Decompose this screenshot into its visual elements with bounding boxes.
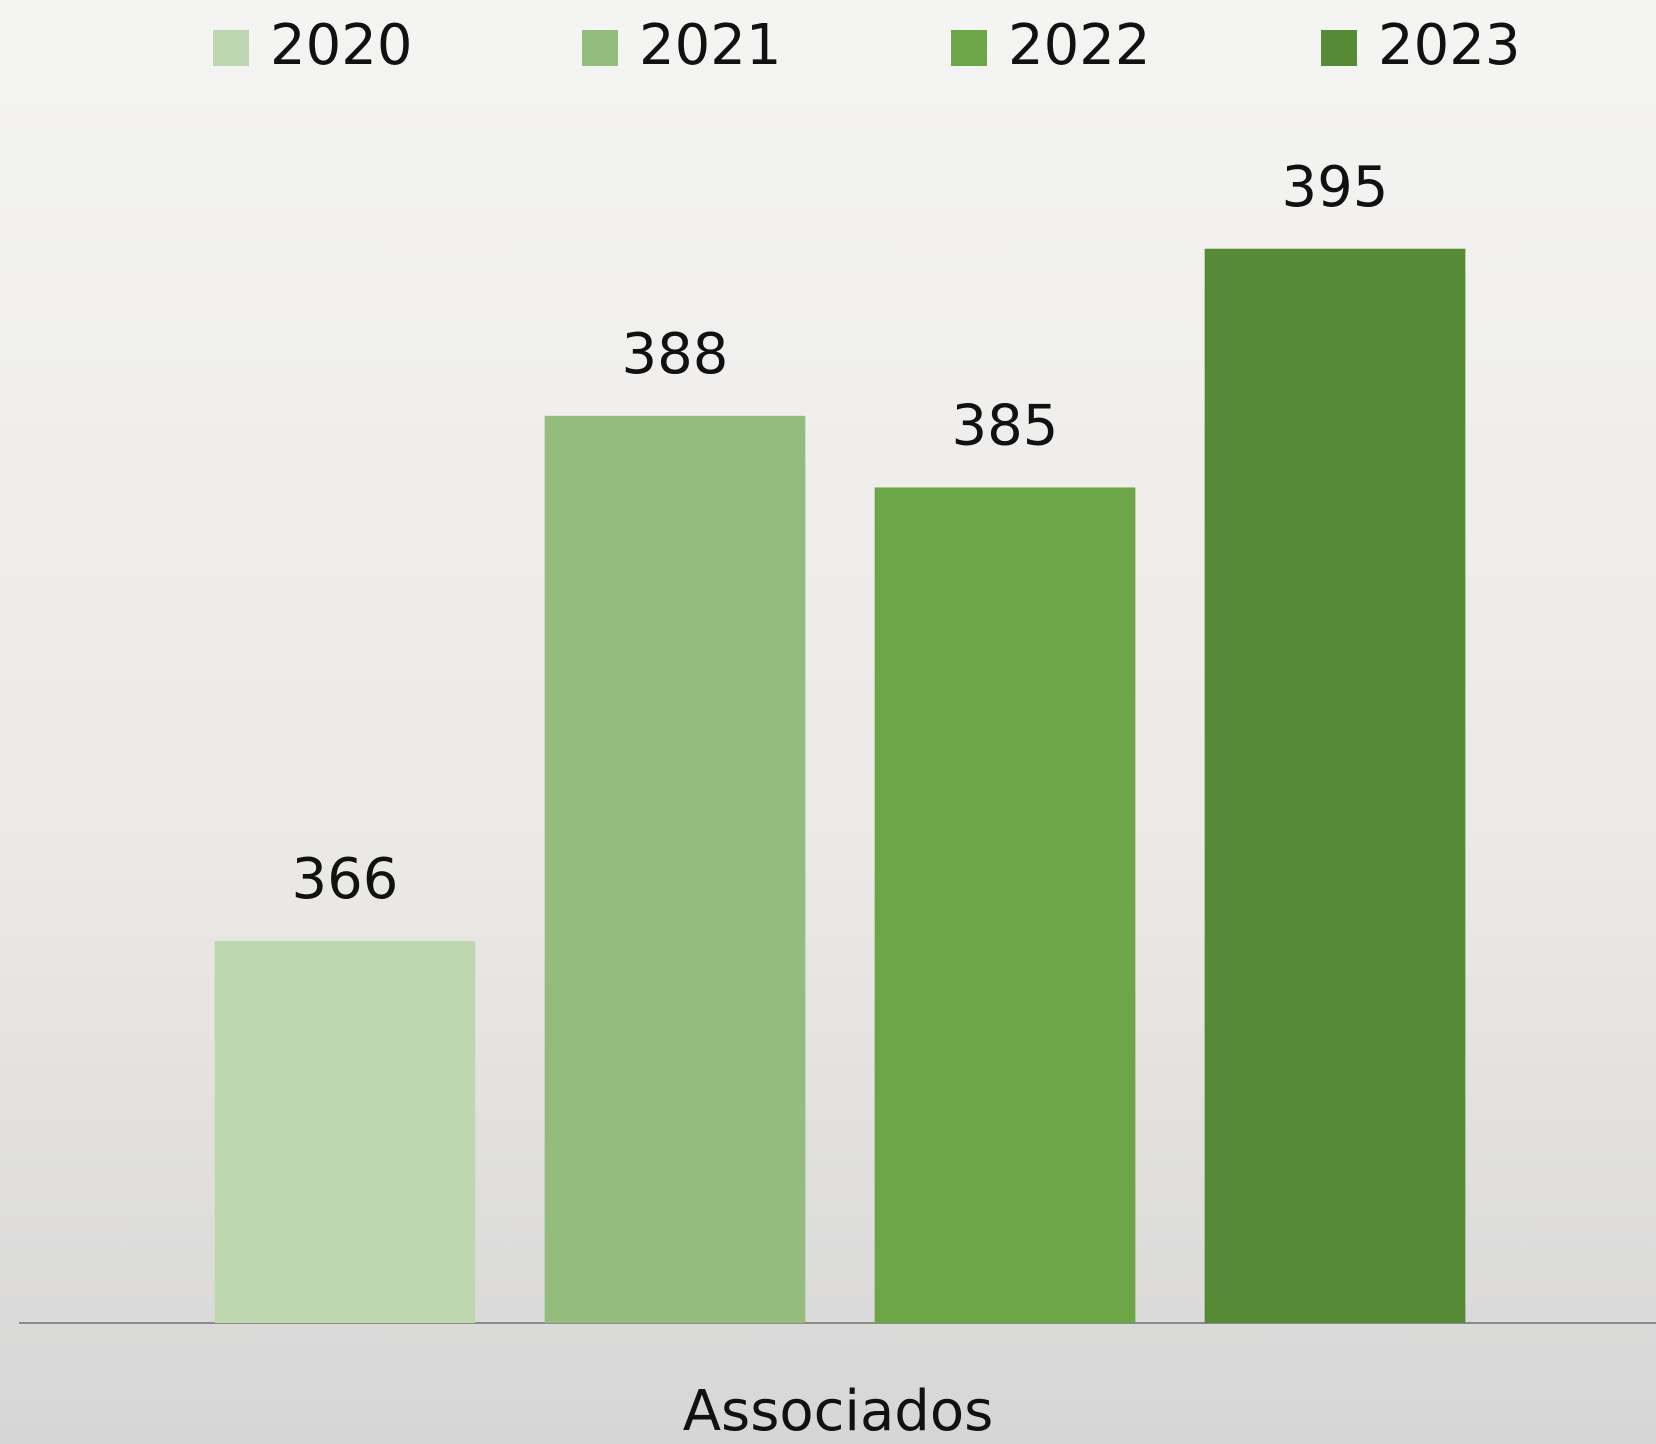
legend-swatch bbox=[213, 30, 249, 66]
bar bbox=[874, 487, 1136, 1323]
legend-label: 2022 bbox=[1008, 13, 1151, 78]
value-label: 388 bbox=[622, 322, 729, 387]
legend-swatch bbox=[1321, 30, 1357, 66]
value-label: 366 bbox=[292, 847, 399, 912]
x-tick-label: Associados bbox=[683, 1379, 994, 1444]
value-label: 395 bbox=[1282, 155, 1389, 220]
bar bbox=[1204, 248, 1466, 1323]
legend-label: 2021 bbox=[639, 13, 782, 78]
bar bbox=[214, 941, 476, 1323]
legend-label: 2023 bbox=[1378, 13, 1521, 78]
legend-swatch bbox=[951, 30, 987, 66]
value-label: 385 bbox=[952, 394, 1059, 459]
bar bbox=[544, 415, 806, 1323]
legend-swatch bbox=[582, 30, 618, 66]
legend-label: 2020 bbox=[270, 13, 413, 78]
